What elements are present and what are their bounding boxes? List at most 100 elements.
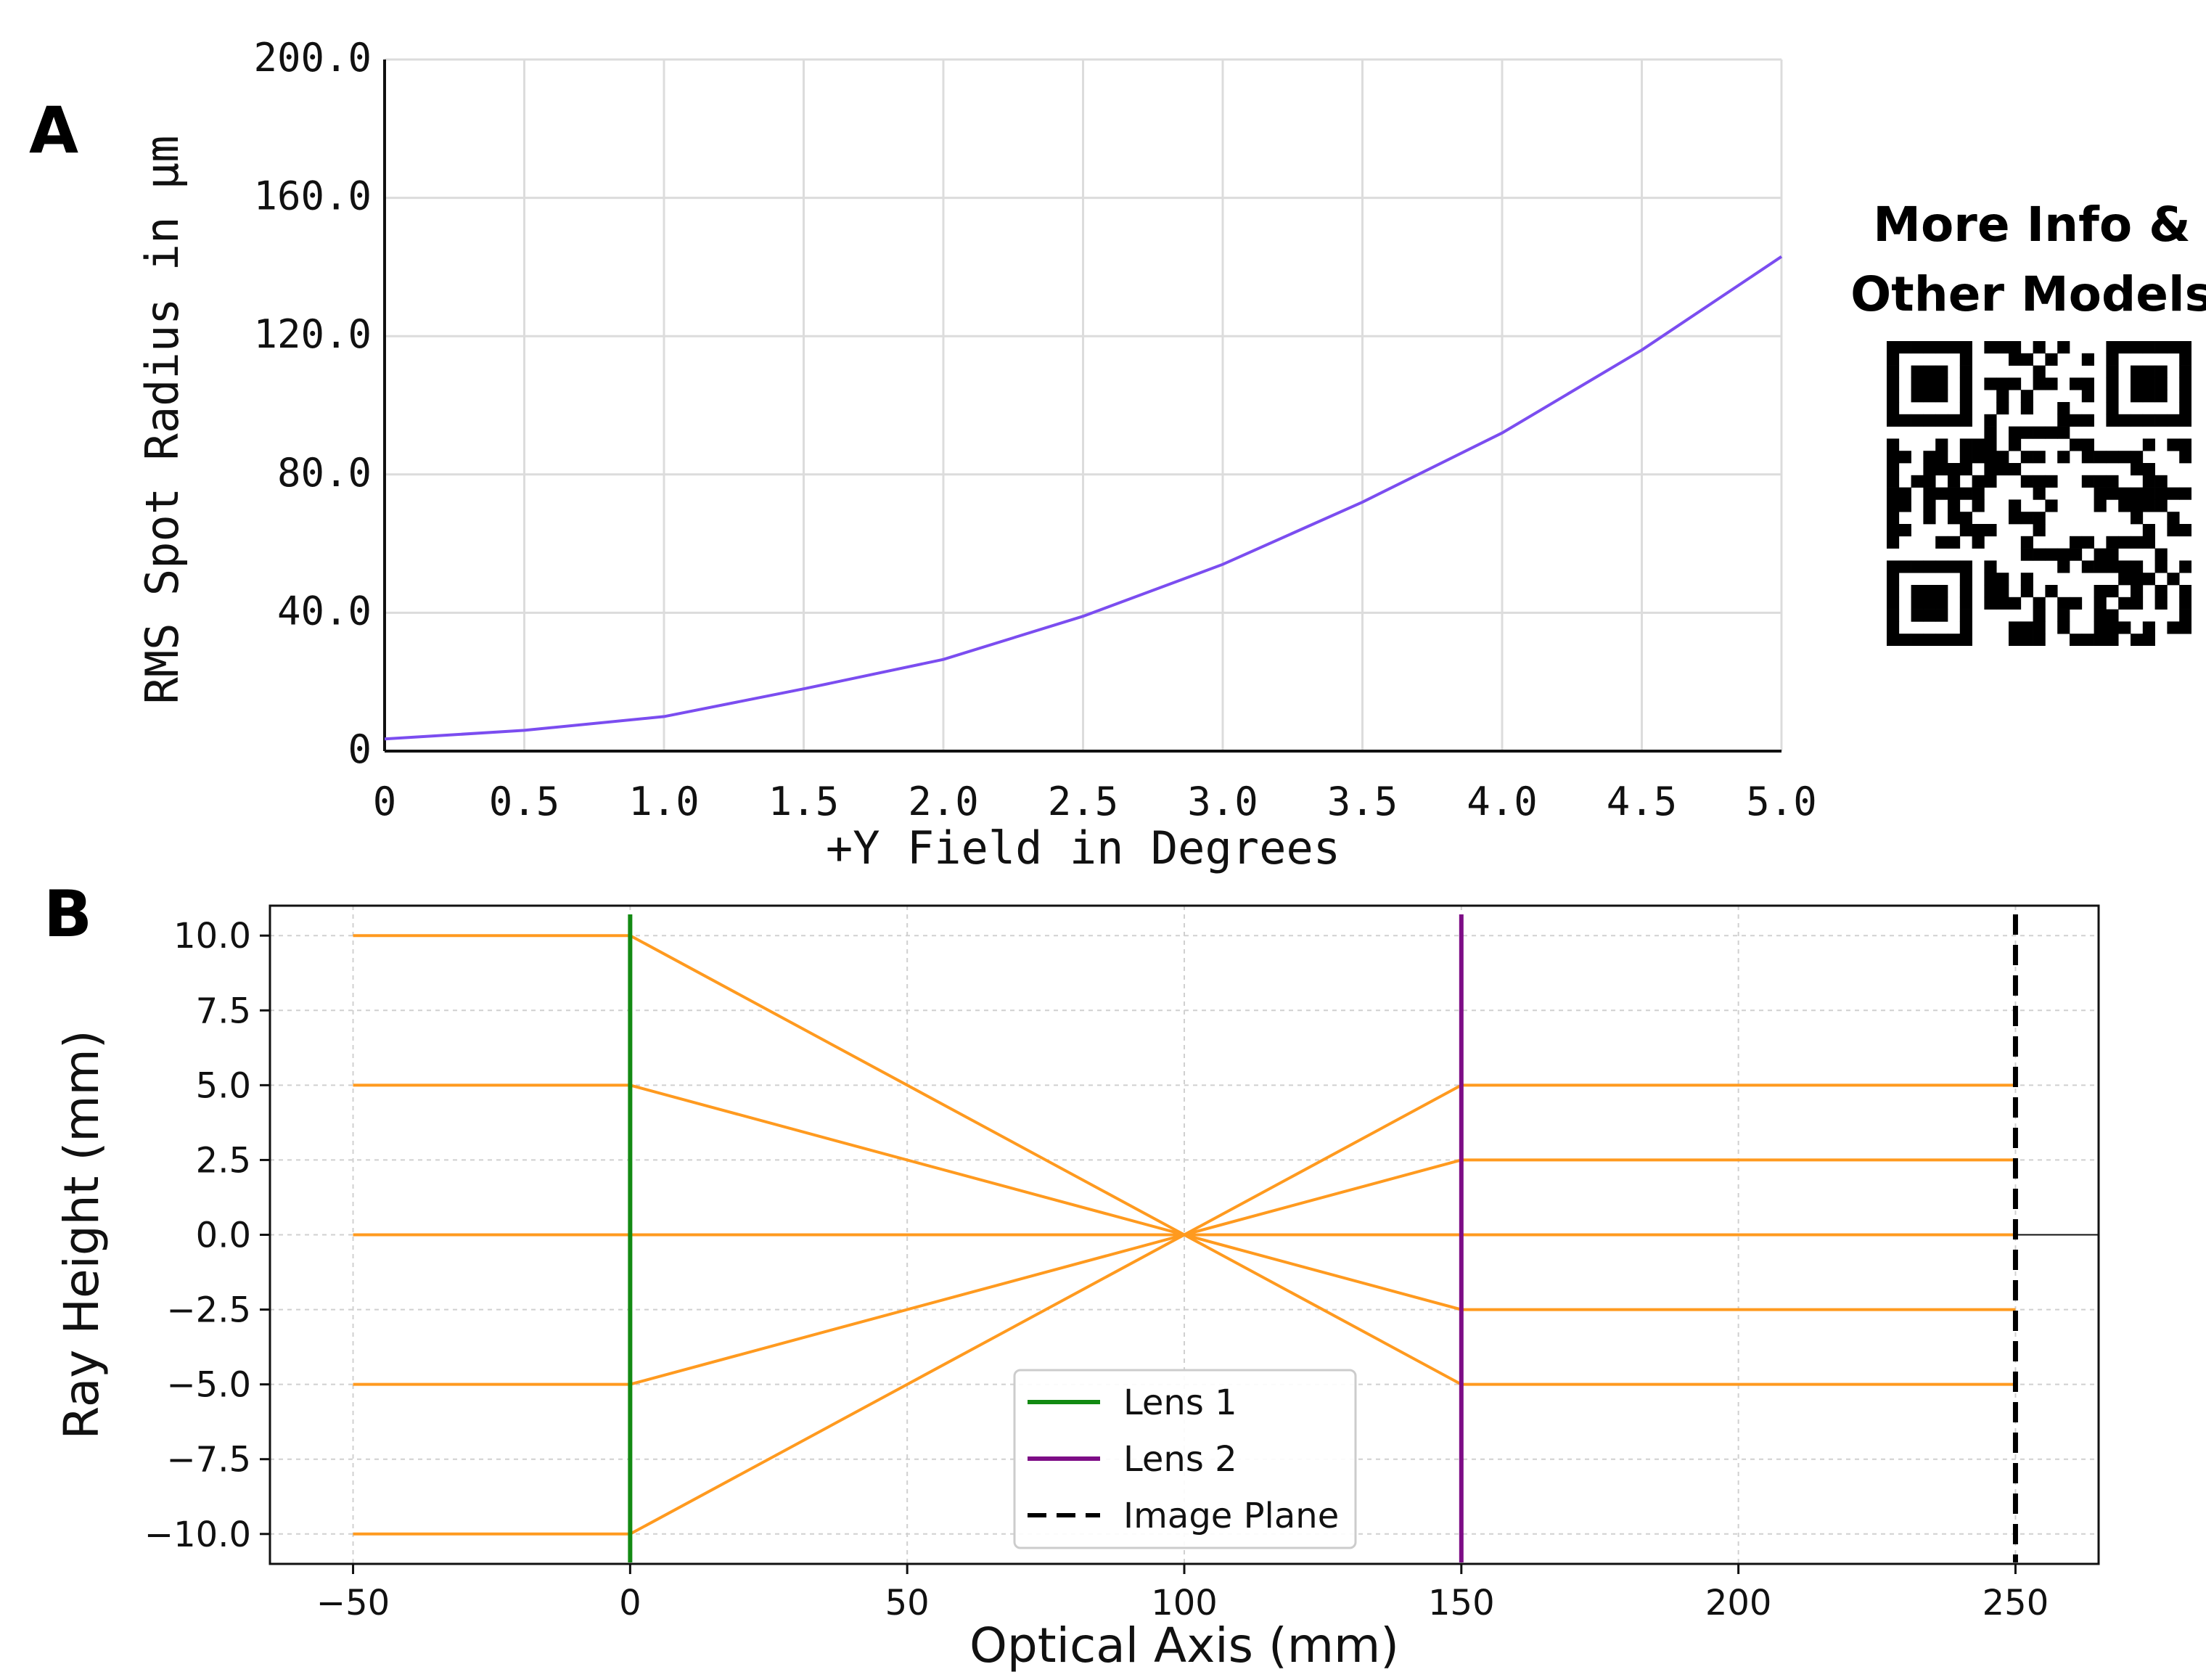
- qr-module: [2033, 365, 2046, 378]
- qr-module: [2106, 377, 2119, 390]
- qr-module: [1923, 414, 1936, 427]
- qr-module: [2106, 475, 2119, 488]
- qr-module: [2020, 548, 2033, 561]
- qr-module: [2070, 634, 2083, 646]
- qr-module: [2106, 390, 2119, 403]
- qr-code-icon[interactable]: [1887, 341, 2191, 646]
- qr-module: [2106, 402, 2119, 415]
- qr-module: [1948, 475, 1961, 488]
- x-axis-label: Optical Axis (mm): [969, 1618, 1399, 1673]
- qr-module: [1959, 390, 1972, 403]
- qr-module: [1935, 451, 1948, 464]
- qr-module: [2020, 426, 2033, 439]
- x-axis-label: +Y Field in Degrees: [826, 821, 1340, 874]
- qr-module: [1911, 597, 1924, 610]
- qr-module: [2094, 621, 2107, 634]
- qr-module: [1935, 463, 1948, 476]
- y-tick-label: 80.0: [277, 450, 372, 496]
- qr-module: [2142, 377, 2155, 390]
- qr-module: [2131, 597, 2144, 610]
- qr-module: [1948, 499, 1961, 512]
- qr-module: [2179, 341, 2191, 354]
- qr-module: [2094, 451, 2107, 464]
- qr-module: [1898, 341, 1911, 354]
- qr-module: [1887, 536, 1900, 549]
- qr-module: [1887, 621, 1900, 634]
- qr-module: [2154, 548, 2168, 561]
- legend-entry-lens-2: Lens 2: [1123, 1439, 1237, 1480]
- qr-module: [2179, 524, 2191, 537]
- qr-module: [2154, 365, 2168, 378]
- qr-module: [2167, 573, 2180, 586]
- qr-module: [2179, 377, 2191, 390]
- qr-module: [1984, 463, 1997, 476]
- qr-module: [2106, 560, 2119, 573]
- qr-module: [2142, 365, 2155, 378]
- qr-module: [1959, 597, 1972, 610]
- qr-module: [1923, 390, 1936, 403]
- x-tick-label: −50: [316, 1583, 390, 1623]
- qr-module: [2118, 414, 2131, 427]
- qr-module: [2033, 512, 2046, 525]
- qr-module: [1898, 634, 1911, 646]
- qr-module: [2009, 597, 2022, 610]
- qr-module: [2057, 597, 2070, 610]
- y-tick-label: 40.0: [277, 588, 372, 634]
- qr-module: [2009, 341, 2022, 354]
- qr-module: [1984, 426, 1997, 439]
- qr-module: [2020, 585, 2033, 598]
- qr-module: [1948, 512, 1961, 525]
- y-tick-label: 2.5: [196, 1140, 251, 1181]
- qr-module: [2142, 573, 2155, 586]
- qr-module: [1972, 475, 1985, 488]
- qr-module: [2131, 634, 2144, 646]
- qr-module: [2081, 353, 2094, 366]
- qr-module: [1887, 438, 1900, 451]
- y-tick-label: −10.0: [144, 1515, 251, 1555]
- qr-module: [1959, 402, 1972, 415]
- qr-module: [2045, 548, 2058, 561]
- qr-module: [2106, 585, 2119, 598]
- qr-module: [2057, 560, 2070, 573]
- x-tick-label: 2.0: [908, 779, 979, 824]
- qr-module: [2057, 609, 2070, 622]
- qr-module: [2045, 499, 2058, 512]
- chart-b-ray-trace: −50 0 50 100 150 200 250 10.0 7.5 5.0 2.5 0.0 −2.5 −5…: [54, 904, 2100, 1673]
- x-tick-label: 3.5: [1327, 779, 1398, 824]
- qr-module: [1923, 499, 1936, 512]
- x-tick-label: 2.5: [1048, 779, 1119, 824]
- qr-module: [2033, 451, 2046, 464]
- qr-caption: More Info & Other Models: [1850, 197, 2206, 322]
- x-tick-label: 0: [619, 1583, 641, 1623]
- y-tick-label: 5.0: [196, 1065, 251, 1106]
- qr-module: [2131, 512, 2144, 525]
- qr-module: [2118, 621, 2131, 634]
- qr-module: [1935, 377, 1948, 390]
- qr-module: [2057, 414, 2070, 427]
- qr-module: [2118, 597, 2131, 610]
- qr-module: [2131, 377, 2144, 390]
- qr-module: [2057, 621, 2070, 634]
- qr-module: [1959, 512, 1972, 525]
- qr-module: [2179, 414, 2191, 427]
- qr-module: [1887, 609, 1900, 622]
- qr-module: [1911, 585, 1924, 598]
- qr-module: [1948, 463, 1961, 476]
- qr-module: [2179, 487, 2191, 500]
- qr-module: [1984, 414, 1997, 427]
- x-tick-label: 4.0: [1467, 779, 1538, 824]
- qr-module: [2033, 377, 2046, 390]
- qr-module: [1911, 377, 1924, 390]
- qr-module: [1959, 341, 1972, 354]
- qr-module: [2167, 621, 2180, 634]
- qr-module: [1984, 597, 1997, 610]
- qr-module: [2033, 609, 2046, 622]
- qr-module: [1972, 451, 1985, 464]
- qr-module: [1984, 451, 1997, 464]
- qr-module: [2020, 536, 2033, 549]
- qr-module: [1984, 585, 1997, 598]
- y-tick-label: 0.0: [196, 1216, 251, 1256]
- qr-module: [1898, 487, 1911, 500]
- qr-module: [1984, 560, 1997, 573]
